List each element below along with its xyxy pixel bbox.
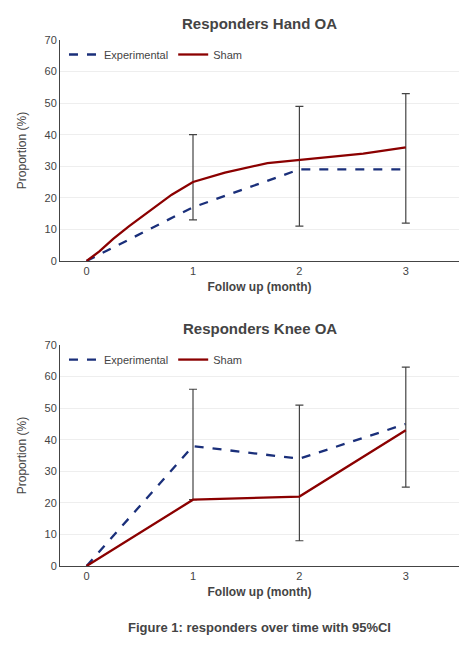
svg-text:50: 50 [45,402,57,414]
svg-text:0: 0 [51,560,57,572]
svg-text:Follow up (month): Follow up (month) [208,585,312,599]
svg-text:Sham: Sham [213,354,242,366]
svg-text:70: 70 [45,34,57,46]
svg-text:20: 20 [45,497,57,509]
svg-text:60: 60 [45,65,57,77]
svg-text:Sham: Sham [213,49,242,61]
svg-text:Follow up (month): Follow up (month) [208,280,312,294]
svg-text:40: 40 [45,434,57,446]
svg-text:60: 60 [45,370,57,382]
svg-text:2: 2 [296,570,302,582]
svg-text:0: 0 [84,570,90,582]
svg-text:3: 3 [403,570,409,582]
svg-text:Proportion (%): Proportion (%) [15,112,29,189]
svg-text:0: 0 [51,255,57,267]
svg-text:Experimental: Experimental [104,354,168,366]
svg-text:10: 10 [45,528,57,540]
svg-text:Figure 1: responders over time: Figure 1: responders over time with 95%C… [128,620,391,635]
svg-text:Responders Hand OA: Responders Hand OA [182,15,337,32]
svg-text:1: 1 [190,570,196,582]
svg-text:1: 1 [190,265,196,277]
svg-text:3: 3 [403,265,409,277]
svg-text:0: 0 [84,265,90,277]
svg-text:10: 10 [45,223,57,235]
svg-text:30: 30 [45,465,57,477]
svg-text:Responders Knee OA: Responders Knee OA [183,320,337,337]
svg-text:70: 70 [45,339,57,351]
svg-text:2: 2 [296,265,302,277]
svg-text:50: 50 [45,97,57,109]
svg-text:30: 30 [45,160,57,172]
svg-text:Experimental: Experimental [104,49,168,61]
svg-text:Proportion (%): Proportion (%) [15,417,29,494]
svg-text:20: 20 [45,192,57,204]
svg-text:40: 40 [45,129,57,141]
